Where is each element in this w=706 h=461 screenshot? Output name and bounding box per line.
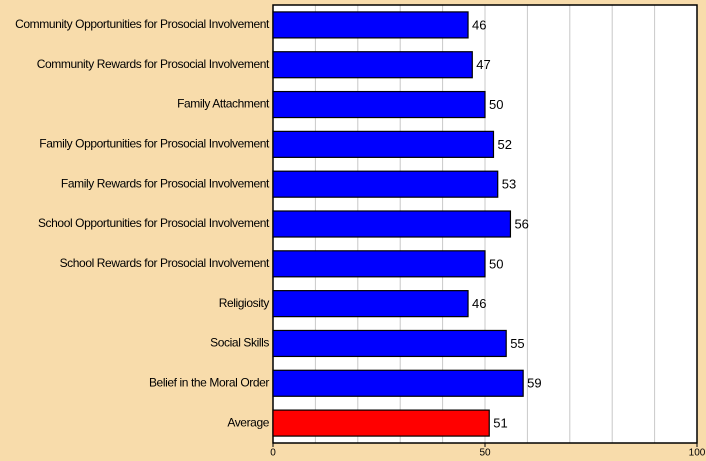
y-tick-label: Community Opportunities for Prosocial In…	[15, 17, 270, 31]
value-label: 56	[514, 216, 528, 231]
y-tick-label: Social Skills	[210, 336, 269, 350]
y-tick-label: Belief in the Moral Order	[149, 375, 269, 389]
bar	[272, 130, 495, 158]
value-label: 59	[527, 376, 541, 391]
bar	[272, 369, 524, 397]
y-tick-label: School Opportunities for Prosocial Invol…	[38, 216, 270, 230]
y-tick-label: Community Rewards for Prosocial Involvem…	[37, 57, 270, 71]
y-tick-label: Religiosity	[219, 296, 270, 310]
bar	[272, 210, 512, 238]
value-label: 53	[502, 177, 516, 192]
value-label: 51	[493, 416, 507, 431]
value-label: 46	[472, 296, 486, 311]
x-tick-label: 100	[689, 448, 706, 459]
bar	[272, 250, 486, 278]
x-tick-label: 0	[270, 448, 276, 459]
value-label: 46	[472, 17, 486, 32]
y-tick-label: Average	[227, 415, 269, 429]
bar	[272, 90, 486, 119]
x-tick-label: 50	[479, 448, 491, 459]
value-label: 47	[476, 57, 490, 72]
y-tick-label: Family Opportunities for Prosocial Invol…	[39, 137, 270, 151]
value-label: 50	[489, 256, 503, 271]
bar	[272, 11, 469, 39]
bar	[272, 51, 473, 79]
bar	[272, 170, 499, 198]
bar	[272, 290, 469, 318]
value-label: 52	[497, 137, 511, 152]
bar	[272, 329, 507, 358]
value-label: 55	[510, 336, 524, 351]
y-tick-label: Family Rewards for Prosocial Involvement	[61, 176, 270, 190]
y-tick-label: Family Attachment	[177, 97, 270, 111]
y-tick-label: School Rewards for Prosocial Involvement	[60, 256, 270, 270]
value-label: 50	[489, 97, 503, 112]
bar	[272, 409, 490, 437]
